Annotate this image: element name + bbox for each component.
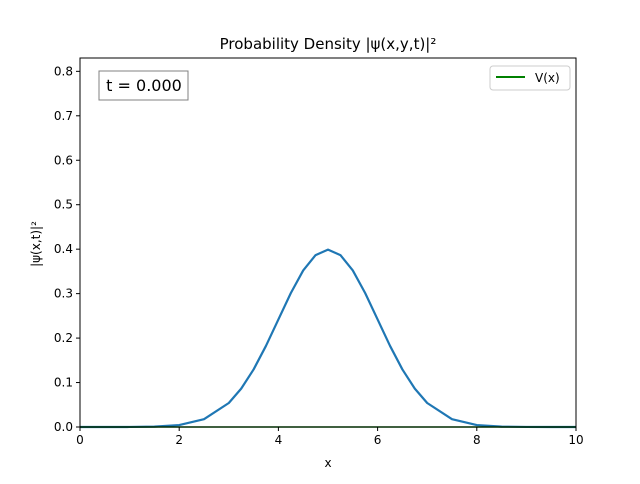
x-tick-label: 0 [76, 433, 84, 447]
chart-title: Probability Density |ψ(x,y,t)|² [220, 35, 437, 53]
legend: V(x) [489, 65, 571, 91]
y-tick-label: 0.0 [54, 420, 73, 434]
x-tick-label: 10 [568, 433, 583, 447]
series-line-density [80, 248, 576, 429]
y-tick-label: 0.5 [54, 198, 73, 212]
y-tick-label: 0.2 [54, 331, 73, 345]
axes-frame [79, 57, 577, 428]
y-axis-label: |ψ(x,t)|² [29, 221, 43, 267]
x-tick-label: 6 [374, 433, 382, 447]
time-annotation-box: t = 0.000 [98, 70, 189, 101]
y-tick-label: 0.7 [54, 109, 73, 123]
x-tick-label: 8 [473, 433, 481, 447]
y-tick-label: 0.1 [54, 376, 73, 390]
x-tick-label: 2 [175, 433, 183, 447]
legend-label-v: V(x) [535, 71, 560, 85]
y-tick-label: 0.4 [54, 242, 73, 256]
y-tick-label: 0.8 [54, 64, 73, 78]
axis-ticks: 0 2 4 6 8 10 0.0 0.1 0.2 0.3 0.4 0.5 0.6 0.7 0.8 [54, 64, 584, 447]
x-axis-label: x [324, 456, 331, 470]
x-tick-label: 4 [275, 433, 283, 447]
y-tick-label: 0.3 [54, 287, 73, 301]
y-tick-label: 0.6 [54, 153, 73, 167]
time-annotation: t = 0.000 [106, 76, 182, 95]
plot-area [79, 57, 577, 429]
